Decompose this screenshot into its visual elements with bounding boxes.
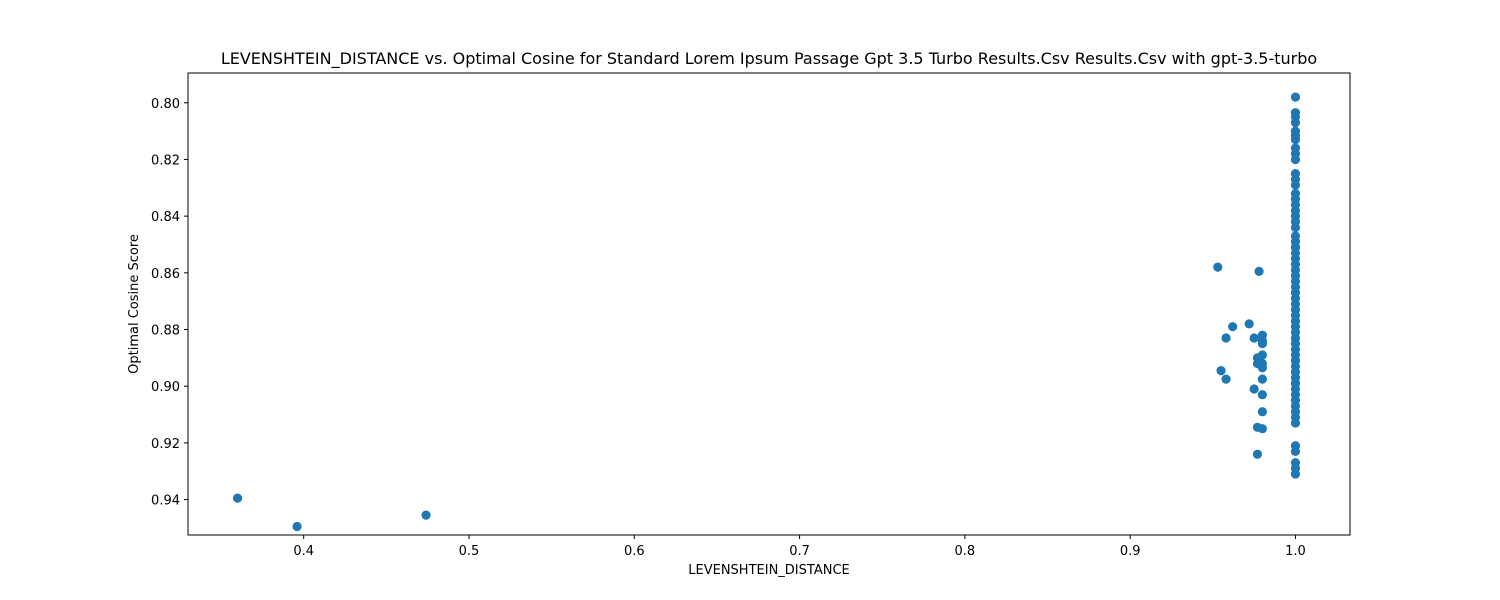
data-point bbox=[1213, 262, 1223, 272]
x-tick-label: 0.6 bbox=[624, 544, 645, 559]
x-tick-label: 0.4 bbox=[293, 544, 314, 559]
y-axis-label: Optimal Cosine Score bbox=[127, 234, 142, 374]
data-point bbox=[1290, 135, 1301, 145]
data-point bbox=[1257, 407, 1267, 417]
data-point bbox=[1290, 469, 1301, 479]
data-point bbox=[1290, 222, 1301, 233]
y-tick-label: 0.82 bbox=[151, 153, 180, 168]
data-point bbox=[1257, 339, 1267, 349]
points-layer bbox=[232, 92, 1301, 532]
data-point bbox=[1290, 446, 1301, 456]
data-point bbox=[1221, 333, 1231, 343]
data-point bbox=[1228, 322, 1238, 332]
data-point bbox=[1290, 418, 1301, 428]
y-axis: 0.80 0.82 0.84 0.86 0.88 0.90 0.92 0.94 bbox=[151, 97, 188, 509]
x-tick-label: 0.8 bbox=[955, 544, 976, 559]
chart-title: LEVENSHTEIN_DISTANCE vs. Optimal Cosine … bbox=[221, 49, 1317, 69]
x-axis: 0.4 0.5 0.6 0.7 0.8 0.9 1.0 bbox=[293, 535, 1306, 559]
data-point bbox=[1244, 319, 1254, 329]
data-point bbox=[1257, 350, 1267, 360]
data-point bbox=[1249, 384, 1259, 394]
x-tick-label: 0.5 bbox=[459, 544, 480, 559]
x-axis-label: LEVENSHTEIN_DISTANCE bbox=[688, 563, 849, 578]
data-point bbox=[421, 510, 431, 520]
data-point bbox=[1216, 366, 1226, 376]
data-point bbox=[1221, 374, 1231, 384]
y-tick-label: 0.86 bbox=[151, 267, 180, 282]
data-point bbox=[1290, 154, 1301, 165]
y-tick-label: 0.90 bbox=[151, 380, 180, 395]
x-tick-label: 0.7 bbox=[789, 544, 810, 559]
data-point bbox=[232, 493, 243, 503]
data-point bbox=[1257, 374, 1267, 384]
data-point bbox=[1290, 92, 1301, 102]
data-point bbox=[1254, 266, 1264, 276]
y-tick-label: 0.92 bbox=[151, 437, 180, 452]
data-point bbox=[1257, 390, 1267, 400]
y-tick-label: 0.88 bbox=[151, 324, 180, 339]
data-point bbox=[1257, 424, 1267, 434]
data-point bbox=[292, 521, 302, 532]
y-tick-label: 0.94 bbox=[151, 494, 180, 509]
data-point bbox=[1290, 118, 1301, 128]
data-point bbox=[1249, 333, 1259, 343]
y-tick-label: 0.84 bbox=[151, 210, 180, 225]
x-tick-label: 1.0 bbox=[1285, 544, 1306, 559]
data-point bbox=[1290, 180, 1301, 190]
y-tick-label: 0.80 bbox=[151, 97, 180, 112]
plot-frame bbox=[187, 72, 1351, 536]
data-point bbox=[1257, 363, 1267, 373]
x-tick-label: 0.9 bbox=[1120, 544, 1141, 559]
data-point bbox=[1252, 449, 1263, 459]
